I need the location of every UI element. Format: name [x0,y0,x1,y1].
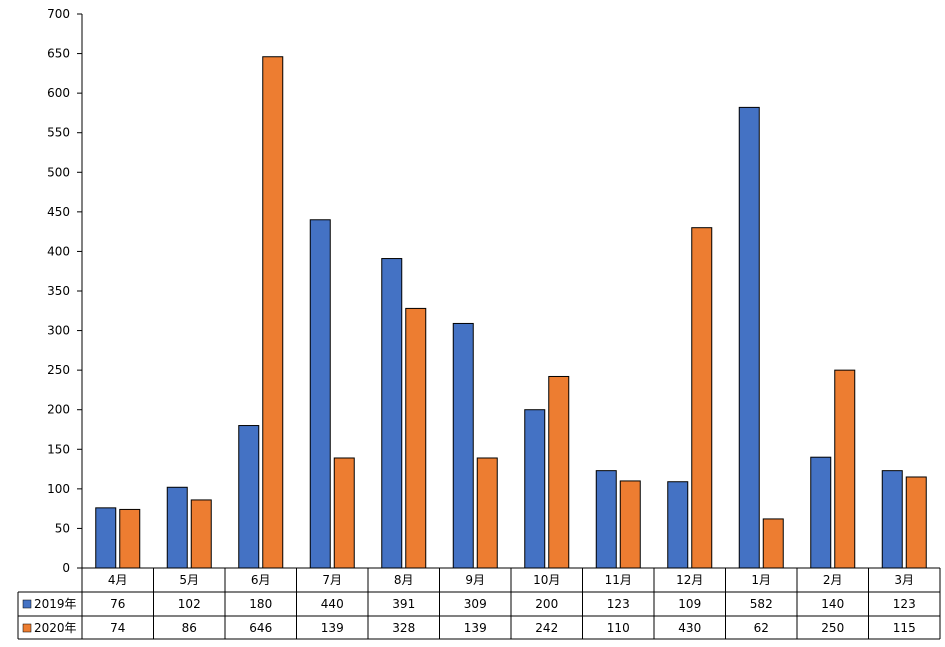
y-tick-label: 350 [47,284,70,298]
bar-series2 [905,476,927,569]
bar-series1 [95,507,117,569]
data-label: 180 [249,597,272,611]
y-tick-label: 650 [47,47,70,61]
legend-swatch [22,623,32,633]
bars [95,56,927,569]
x-category-label: 11月 [605,573,632,587]
data-label: 200 [535,597,558,611]
x-category-label: 5月 [179,573,199,587]
bar-series1 [452,322,474,569]
bar-series1 [881,470,903,569]
data-label: 139 [464,621,487,635]
x-category-label: 12月 [676,573,703,587]
x-category-label: 6月 [251,573,271,587]
y-tick-label: 200 [47,403,70,417]
bar-series2 [190,499,212,569]
legend-label: 2020年 [34,621,77,635]
data-label: 139 [321,621,344,635]
bar-series2 [262,56,284,569]
y-tick-label: 550 [47,126,70,140]
data-label: 430 [678,621,701,635]
bar-series2 [548,375,570,569]
y-tick-label: 500 [47,165,70,179]
data-label: 86 [182,621,197,635]
legend-label: 2019年 [34,597,77,611]
data-label: 123 [893,597,916,611]
y-tick-label: 250 [47,363,70,377]
y-tick-label: 700 [47,7,70,21]
data-label: 440 [321,597,344,611]
bar-series1 [667,481,689,569]
y-tick-label: 300 [47,324,70,338]
bar-series2 [762,518,784,569]
data-label: 110 [607,621,630,635]
data-label: 74 [110,621,125,635]
bar-series1 [238,425,260,569]
data-label: 140 [821,597,844,611]
y-tick-label: 0 [62,561,70,575]
bar-series2 [691,227,713,569]
bar-series2 [476,457,498,569]
bar-series1 [524,409,546,569]
y-tick-label: 600 [47,86,70,100]
data-table: 4月 5月 6月 7月 8月 9月 10月 11月 12月 1月 2月 3月 2019年 76 102 180… [17,567,941,640]
x-category-label: 1月 [751,573,771,587]
data-label: 582 [750,597,773,611]
bar-series2 [119,508,141,569]
data-label: 109 [678,597,701,611]
data-label: 102 [178,597,201,611]
x-category-label: 9月 [465,573,485,587]
bar-series2 [834,369,856,569]
data-label: 123 [607,597,630,611]
data-label: 309 [464,597,487,611]
bar-series1 [738,106,760,569]
y-tick-label: 450 [47,205,70,219]
bar-series1 [810,456,832,569]
y-tick-label: 400 [47,244,70,258]
x-category-label: 7月 [322,573,342,587]
x-category-label: 4月 [108,573,128,587]
x-category-label: 8月 [394,573,414,587]
bar-series2 [333,457,355,569]
data-label: 242 [535,621,558,635]
y-axis: 0 50 100 150 200 250 300 350 400 450 500 550 600 650 7… [47,7,83,575]
y-tick-label: 100 [47,482,70,496]
y-tick-label: 50 [55,521,70,535]
bar-series2 [619,480,641,569]
bar-series2 [405,307,427,569]
bar-series1 [166,486,188,569]
bar-series1 [381,258,403,569]
x-category-label: 2月 [823,573,843,587]
legend-swatch [22,599,32,609]
data-label: 646 [249,621,272,635]
bar-series1 [595,470,617,569]
data-label: 328 [392,621,415,635]
data-label: 391 [392,597,415,611]
data-label: 115 [893,621,916,635]
data-label: 250 [821,621,844,635]
x-category-label: 3月 [894,573,914,587]
bar-series1 [309,219,331,569]
data-label: 76 [110,597,125,611]
x-category-label: 10月 [533,573,560,587]
data-label: 62 [754,621,769,635]
y-tick-label: 150 [47,442,70,456]
